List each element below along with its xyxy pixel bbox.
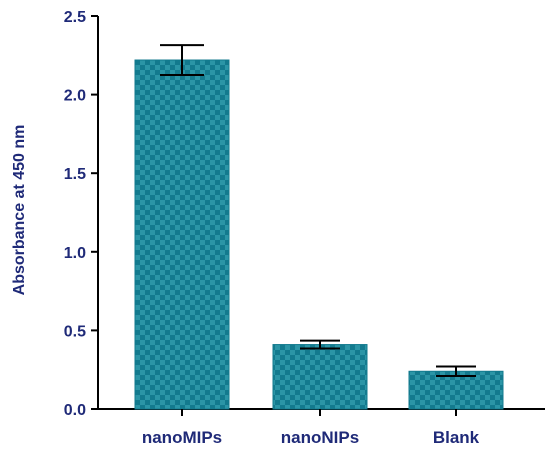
bar-blank: [408, 370, 504, 410]
y-tick-label: 0.0: [64, 402, 86, 419]
x-tick-label: nanoMIPs: [142, 428, 222, 447]
y-axis-label: Absorbance at 450 nm: [11, 125, 28, 296]
bars: [134, 59, 504, 410]
x-tick-labels: nanoMIPs nanoNIPs Blank: [142, 409, 480, 447]
y-tick-label: 0.5: [64, 323, 86, 340]
bar-nanonips: [272, 344, 368, 410]
y-tick-label: 2.0: [64, 88, 86, 105]
y-tick-label: 1.0: [64, 245, 86, 262]
y-tick-label: 1.5: [64, 166, 86, 183]
bar-nanomips: [134, 59, 230, 410]
x-tick-label: Blank: [433, 428, 480, 447]
y-ticks: 0.0 0.5 1.0 1.5 2.0 2.5: [64, 9, 98, 419]
y-tick-label: 2.5: [64, 9, 86, 26]
error-bars: [160, 44, 476, 377]
x-tick-label: nanoNIPs: [281, 428, 359, 447]
